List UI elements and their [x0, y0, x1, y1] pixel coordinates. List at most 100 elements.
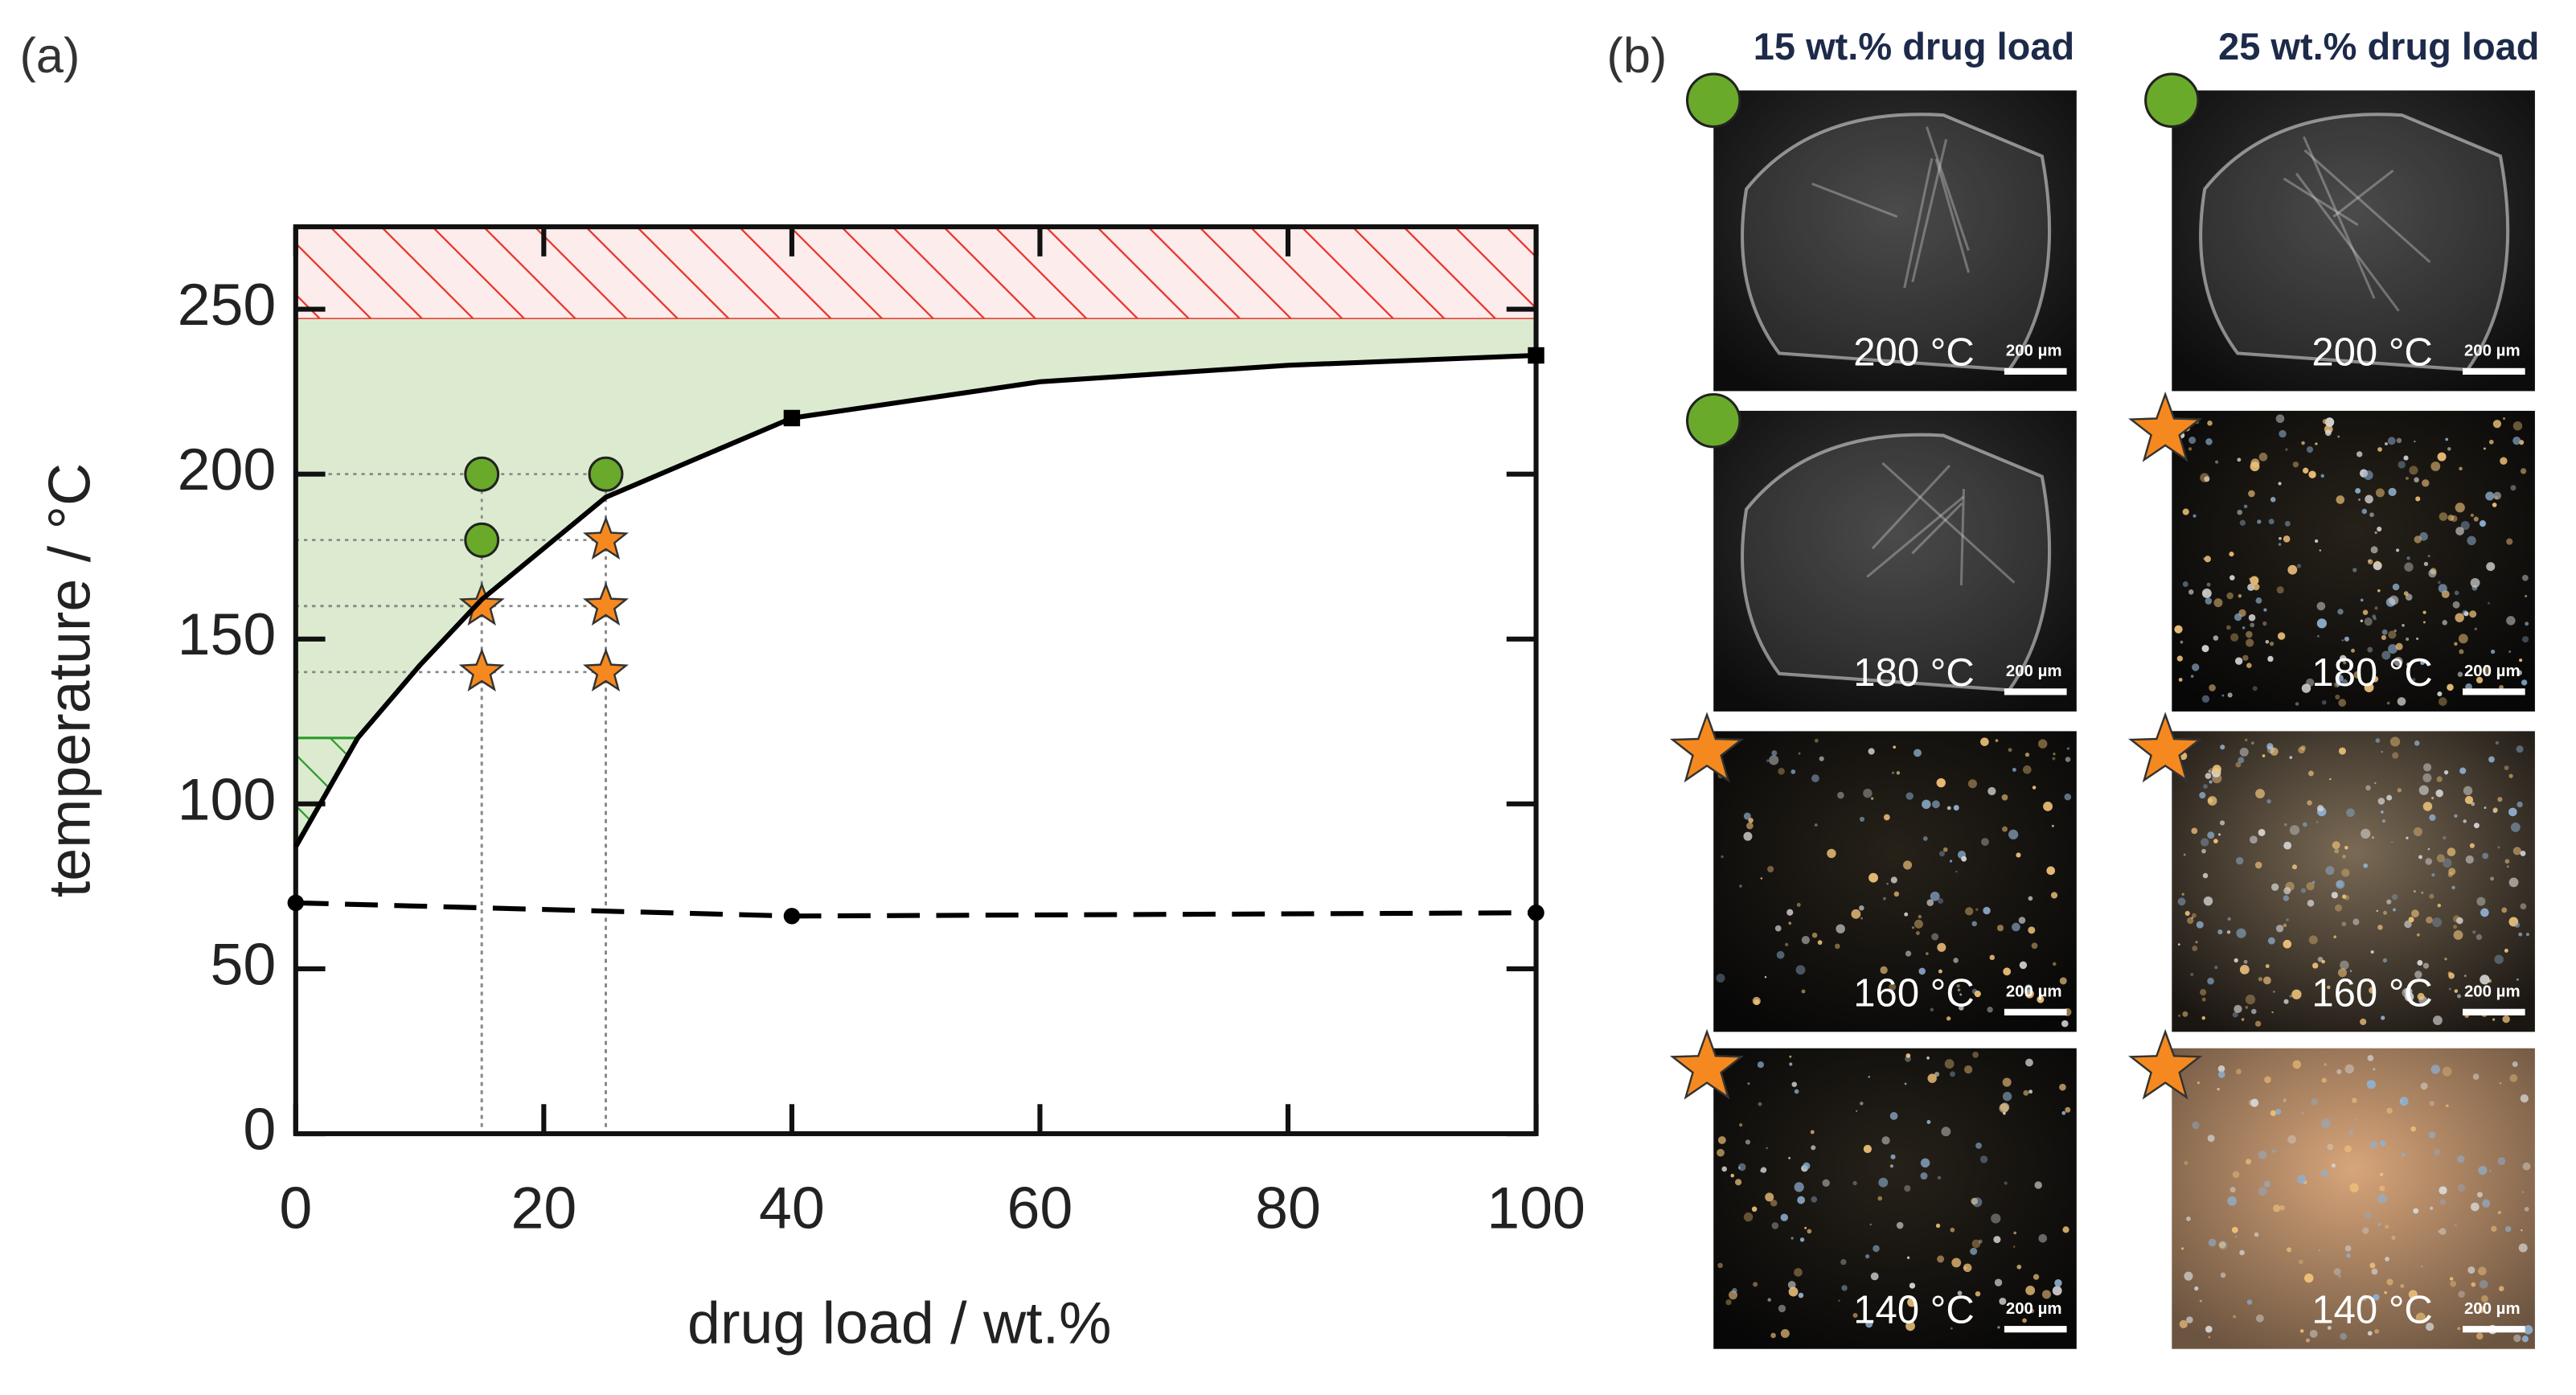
crystal-speck	[1971, 1239, 1981, 1249]
crystal-speck	[2336, 495, 2345, 504]
crystal-speck	[2373, 617, 2377, 621]
crystal-speck	[2430, 1065, 2441, 1074]
crystal-speck	[2208, 769, 2211, 773]
scale-bar	[2463, 367, 2525, 375]
crystal-speck	[2482, 852, 2489, 860]
crystal-speck	[1745, 1139, 1751, 1145]
crystal-speck	[2257, 519, 2262, 524]
crystal-line	[1871, 464, 1951, 550]
crystal-speck	[2417, 992, 2425, 1000]
crystal-speck	[2377, 447, 2382, 452]
crystal-speck	[2476, 933, 2483, 941]
y-tick-label: 100	[178, 765, 277, 832]
crystal-speck	[2312, 474, 2316, 478]
crystal-speck	[2336, 681, 2341, 687]
crystal-speck	[2480, 908, 2489, 917]
crystal-speck	[2192, 913, 2197, 918]
crystal-speck	[2364, 1212, 2372, 1220]
crystal-speck	[1801, 935, 1810, 945]
crystal-speck	[2237, 509, 2242, 515]
crystal-speck	[2331, 892, 2338, 899]
crystal-speck	[2369, 512, 2374, 518]
crystal-speck	[2512, 437, 2521, 445]
crystal-speck	[2043, 802, 2053, 811]
crystal-speck	[1890, 1154, 1896, 1159]
crystal-speck	[1771, 1222, 1779, 1229]
crystal-speck	[1771, 750, 1778, 757]
crystal-speck	[2398, 461, 2406, 469]
crystal-speck	[1904, 912, 1909, 917]
crystal-line	[1903, 158, 1934, 289]
scale-label: 200 µm	[2006, 663, 2062, 680]
crystal-speck	[2184, 1271, 2193, 1281]
crystal-speck	[2438, 584, 2447, 593]
crystal-speck	[1891, 771, 1895, 774]
crystal-speck	[2324, 417, 2335, 427]
crystal-speck	[2521, 1191, 2525, 1193]
crystal-speck	[1770, 1332, 1776, 1339]
x-tick-label: 0	[279, 1175, 312, 1241]
crystal-speck	[1746, 822, 1754, 830]
crystal-speck	[2333, 935, 2337, 939]
crystal-speck	[2355, 487, 2361, 494]
crystal-speck	[2452, 601, 2460, 609]
crystal-speck	[2397, 788, 2402, 793]
temperature-label: 200 °C	[1853, 330, 1974, 374]
marker	[582, 515, 629, 560]
crystal-speck	[2404, 562, 2414, 572]
crystal-speck	[2046, 866, 2056, 876]
crystal-speck	[2480, 1294, 2488, 1303]
crystal-speck	[2225, 625, 2231, 630]
crystal-speck	[2438, 697, 2447, 706]
crystal-speck	[1739, 884, 1742, 888]
crystal-speck	[2436, 776, 2443, 782]
crystal-speck	[2341, 868, 2350, 877]
scale-label: 200 µm	[2006, 343, 2062, 360]
crystal-speck	[2203, 784, 2208, 789]
crystal-speck	[2521, 1336, 2529, 1343]
region-fill	[295, 318, 1536, 847]
crystal-speck	[2217, 1065, 2225, 1073]
crystal-speck	[2421, 891, 2424, 894]
marker	[582, 581, 630, 626]
crystal-speck	[1889, 1164, 1893, 1168]
crystal-line	[2303, 149, 2431, 264]
crystal-speck	[2300, 745, 2306, 751]
crystal-speck	[2344, 1064, 2354, 1074]
crystal-speck	[2205, 438, 2213, 445]
crystal-speck	[2492, 503, 2497, 507]
crystal-speck	[2352, 1098, 2357, 1103]
crystal-speck	[2246, 1159, 2252, 1165]
crystal-speck	[1937, 1175, 1942, 1180]
crystal-speck	[2037, 995, 2045, 1003]
crystal-speck	[1791, 1081, 1798, 1087]
crystal-speck	[1760, 877, 1763, 880]
crystal-speck	[2028, 926, 2036, 934]
crystal-speck	[2213, 598, 2223, 608]
crystal-speck	[2002, 1077, 2012, 1087]
crystal-speck	[2320, 1118, 2332, 1129]
crystal-speck	[1964, 1065, 1973, 1074]
crystal-speck	[2512, 1061, 2518, 1068]
crystal-speck	[2236, 928, 2246, 938]
crystal-speck	[2341, 921, 2347, 927]
scale-label: 200 µm	[2006, 1300, 2062, 1318]
crystal-speck	[2235, 657, 2243, 665]
crystal-speck	[2426, 1323, 2434, 1331]
crystal-speck	[2463, 786, 2473, 796]
crystal-speck	[2300, 888, 2307, 893]
crystal-speck	[2439, 512, 2448, 521]
crystal-speck	[2388, 630, 2397, 639]
crystal-speck	[2409, 466, 2418, 475]
crystal-speck	[2370, 546, 2378, 554]
crystal-speck	[1987, 1007, 1993, 1013]
crystal-speck	[1873, 1245, 1880, 1253]
crystal-speck	[2510, 485, 2517, 491]
crystal-speck	[2406, 662, 2411, 667]
crystal-speck	[1981, 838, 1989, 847]
crystal-speck	[2195, 941, 2198, 944]
crystal-speck	[1780, 1328, 1790, 1339]
crystal-speck	[1999, 1297, 2007, 1305]
crystal-speck	[2066, 747, 2070, 750]
